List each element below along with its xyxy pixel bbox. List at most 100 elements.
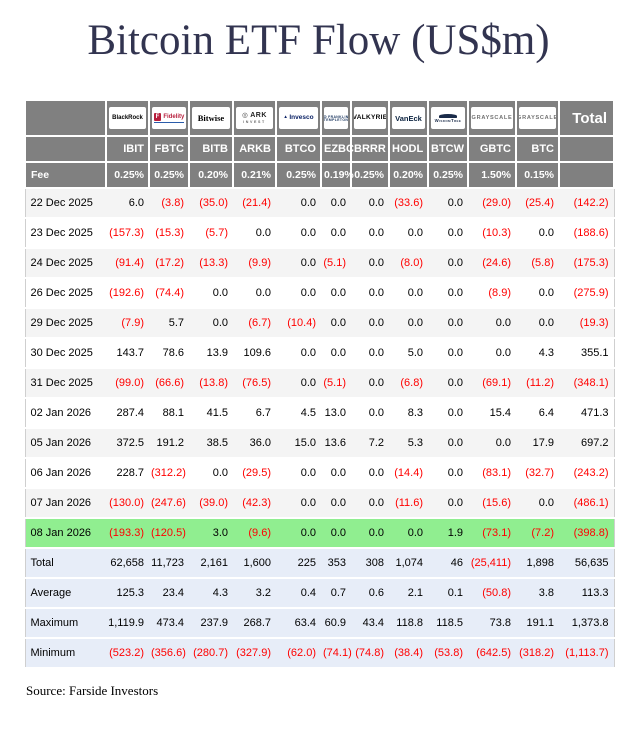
- invesco-logo: Invesco: [279, 107, 318, 130]
- summary-cell-brrr: (74.8): [351, 638, 389, 670]
- wisdomtree-logo-text: WisdomTree: [435, 114, 462, 123]
- summary-cell-hodl: 1,074: [389, 548, 428, 580]
- flow-cell-btc: 4.3: [516, 338, 559, 370]
- fee-total: [558, 161, 615, 190]
- flow-cell-total: (398.8): [559, 518, 614, 550]
- flow-cell-arkb: 36.0: [233, 428, 276, 460]
- summary-cell-ibit: 62,658: [106, 548, 149, 580]
- date-cell: 22 Dec 2025: [25, 188, 106, 220]
- fee-ezbc: 0.19%: [320, 161, 354, 190]
- flow-cell-total: (188.6): [559, 218, 614, 250]
- summary-cell-bitb: (280.7): [189, 638, 233, 670]
- flow-cell-gbtc: (29.0): [468, 188, 516, 220]
- flow-cell-btco: 0.0: [276, 188, 321, 220]
- summary-cell-btc: 3.8: [516, 578, 559, 610]
- summary-cell-bitb: 237.9: [189, 608, 233, 640]
- flow-cell-btc: (11.2): [516, 368, 559, 400]
- summary-cell-ezbc: (74.1): [321, 638, 352, 670]
- flow-cell-arkb: 0.0: [233, 218, 276, 250]
- summary-label: Total: [25, 548, 106, 580]
- flow-cell-btcw: 0.0: [428, 308, 468, 340]
- date-cell: 31 Dec 2025: [25, 368, 106, 400]
- flow-cell-fbtc: 88.1: [149, 398, 189, 430]
- table-row: 22 Dec 2025 6.0 (3.8) (35.0) (21.4) 0.0 0.0 0.0…: [25, 188, 614, 220]
- summary-row: Maximum 1,119.9 473.4 237.9 268.7 63.4 60.9 43.…: [25, 608, 614, 640]
- flow-cell-gbtc: (83.1): [468, 458, 516, 490]
- blackrock-logo: BlackRock: [109, 107, 146, 130]
- date-cell: 05 Jan 2026: [25, 428, 106, 460]
- date-cell: 24 Dec 2025: [25, 248, 106, 280]
- flow-cell-ezbc: 0.0: [321, 278, 351, 310]
- flow-cell-btcw: 0.0: [428, 188, 468, 220]
- table-row: 02 Jan 2026 287.4 88.1 41.5 6.7 4.5 13.0 0.0 8.3…: [25, 398, 614, 430]
- flow-cell-btc: (5.8): [516, 248, 559, 280]
- ticker-header-btcw: BTCW: [427, 135, 469, 164]
- flow-cell-bitb: 41.5: [189, 398, 233, 430]
- flow-cell-brrr: 7.2: [351, 428, 389, 460]
- table-row: 23 Dec 2025 (157.3) (15.3) (5.7) 0.0 0.0 0.0 0.…: [25, 218, 614, 250]
- flow-cell-brrr: 0.0: [351, 458, 389, 490]
- summary-cell-hodl: 2.1: [389, 578, 428, 610]
- fee-btcw: 0.25%: [427, 161, 469, 190]
- corner-cell: [24, 99, 107, 138]
- flow-cell-btco: 4.5: [276, 398, 321, 430]
- summary-label: Maximum: [25, 608, 106, 640]
- flow-cell-btco: 15.0: [276, 428, 321, 460]
- vaneck-logo: VanEck: [392, 107, 425, 130]
- franklin-logo-subtext: TEMPLETON: [324, 117, 348, 122]
- flow-cell-btcw: 0.0: [428, 458, 468, 490]
- flow-cell-fbtc: (120.5): [149, 518, 189, 550]
- summary-cell-arkb: 268.7: [233, 608, 276, 640]
- summary-cell-btco: 63.4: [276, 608, 321, 640]
- flow-cell-arkb: (29.5): [233, 458, 276, 490]
- flow-cell-brrr: 0.0: [351, 308, 389, 340]
- flow-cell-ibit: 6.0: [106, 188, 149, 220]
- flow-cell-bitb: 0.0: [189, 308, 233, 340]
- ticker-header-btc: BTC: [515, 135, 560, 164]
- flow-cell-brrr: 0.0: [351, 188, 389, 220]
- provider-cell-bitwise: Bitwise: [188, 99, 234, 138]
- flow-cell-hodl: 0.0: [389, 218, 428, 250]
- flow-cell-arkb: (6.7): [233, 308, 276, 340]
- summary-cell-gbtc: (25,411): [468, 548, 516, 580]
- flow-cell-btcw: 1.9: [428, 518, 468, 550]
- ticker-header-fbtc: FBTC: [148, 135, 190, 164]
- flow-cell-btco: 0.0: [276, 218, 321, 250]
- flow-cell-fbtc: 78.6: [149, 338, 189, 370]
- flow-cell-btco: (10.4): [276, 308, 321, 340]
- invesco-logo-text: Invesco: [283, 115, 313, 122]
- flow-cell-btcw: 0.0: [428, 338, 468, 370]
- flow-cell-total: (19.3): [559, 308, 614, 340]
- fee-btco: 0.25%: [275, 161, 322, 190]
- summary-cell-arkb: 3.2: [233, 578, 276, 610]
- flow-cell-btc: 0.0: [516, 308, 559, 340]
- flow-cell-arkb: (21.4): [233, 188, 276, 220]
- flow-cell-ibit: (193.3): [106, 518, 149, 550]
- summary-cell-ibit: 1,119.9: [106, 608, 149, 640]
- table-row: 08 Jan 2026 (193.3) (120.5) 3.0 (9.6) 0.0 0.0 0…: [25, 518, 614, 550]
- summary-row: Average 125.3 23.4 4.3 3.2 0.4 0.7 0.6 2.1 0.1 (50…: [25, 578, 614, 610]
- ticker-header-hodl: HODL: [388, 135, 429, 164]
- flow-cell-btco: 0.0: [276, 248, 321, 280]
- flow-cell-bitb: (35.0): [189, 188, 233, 220]
- flow-cell-fbtc: (3.8): [149, 188, 189, 220]
- flow-cell-gbtc: 0.0: [468, 308, 516, 340]
- date-cell: 08 Jan 2026: [25, 518, 106, 550]
- summary-label: Average: [25, 578, 106, 610]
- summary-cell-fbtc: (356.6): [149, 638, 189, 670]
- ark-logo-text: ARK: [242, 112, 267, 120]
- flow-cell-ibit: (157.3): [106, 218, 149, 250]
- flow-cell-btcw: 0.0: [428, 428, 468, 460]
- flow-cell-brrr: 0.0: [351, 278, 389, 310]
- summary-cell-hodl: 118.8: [389, 608, 428, 640]
- flow-cell-gbtc: (10.3): [468, 218, 516, 250]
- flow-cell-fbtc: (74.4): [149, 278, 189, 310]
- flow-cell-brrr: 0.0: [351, 218, 389, 250]
- ark-logo-subtext: INVEST: [243, 119, 266, 124]
- summary-cell-ibit: 125.3: [106, 578, 149, 610]
- flow-cell-fbtc: (312.2): [149, 458, 189, 490]
- wisdomtree-logo: WisdomTree: [431, 107, 465, 130]
